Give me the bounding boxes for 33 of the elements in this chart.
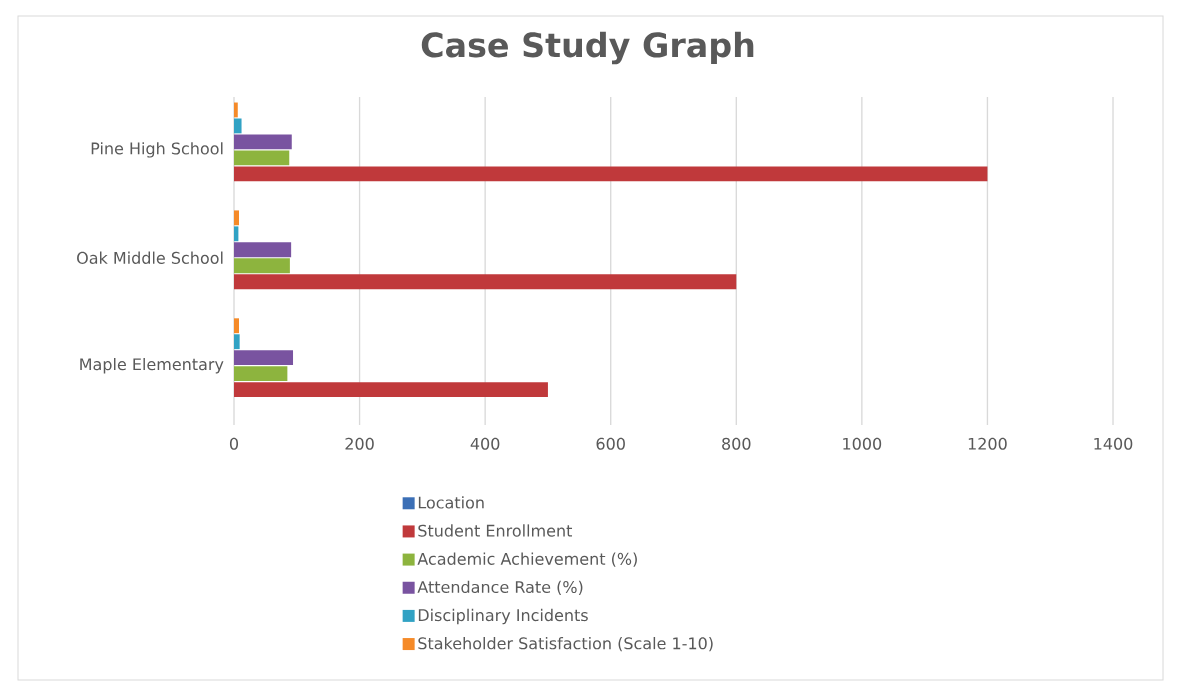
bar [234,210,240,226]
legend-label: Stakeholder Satisfaction (Scale 1-10) [418,636,713,652]
x-tick-label: 1200 [968,437,1007,450]
bar [234,242,292,258]
bar [234,318,240,334]
bar [234,226,239,242]
bar [234,150,290,166]
legend-label: Academic Achievement (%) [417,552,637,567]
bar [234,366,288,382]
x-tick-label: 1400 [1094,437,1133,450]
legend-label: Disciplinary Incidents [418,608,588,625]
x-tick-label: 600 [596,437,625,450]
legend-label: Attendance Rate (%) [417,580,583,595]
legend-label: Location [418,496,484,509]
y-tick-label: Maple Elementary [80,357,224,374]
x-tick-label: 200 [345,437,374,450]
bar [234,118,242,134]
bar [234,134,292,150]
bar [234,334,240,350]
chart-title: Case Study Graph [421,31,754,65]
bar [234,166,988,182]
bar [234,274,737,290]
x-tick-label: 800 [722,437,751,450]
legend-label: Student Enrollment [418,524,573,537]
bar [234,258,290,274]
bar [234,382,548,398]
x-tick-label: 1000 [843,437,882,450]
y-tick-label: Oak Middle School [77,251,223,264]
x-tick-label: 0 [229,437,239,450]
bar [234,350,294,366]
x-tick-label: 400 [470,437,500,450]
bar [234,102,238,118]
y-tick-label: Pine High School [91,142,223,158]
